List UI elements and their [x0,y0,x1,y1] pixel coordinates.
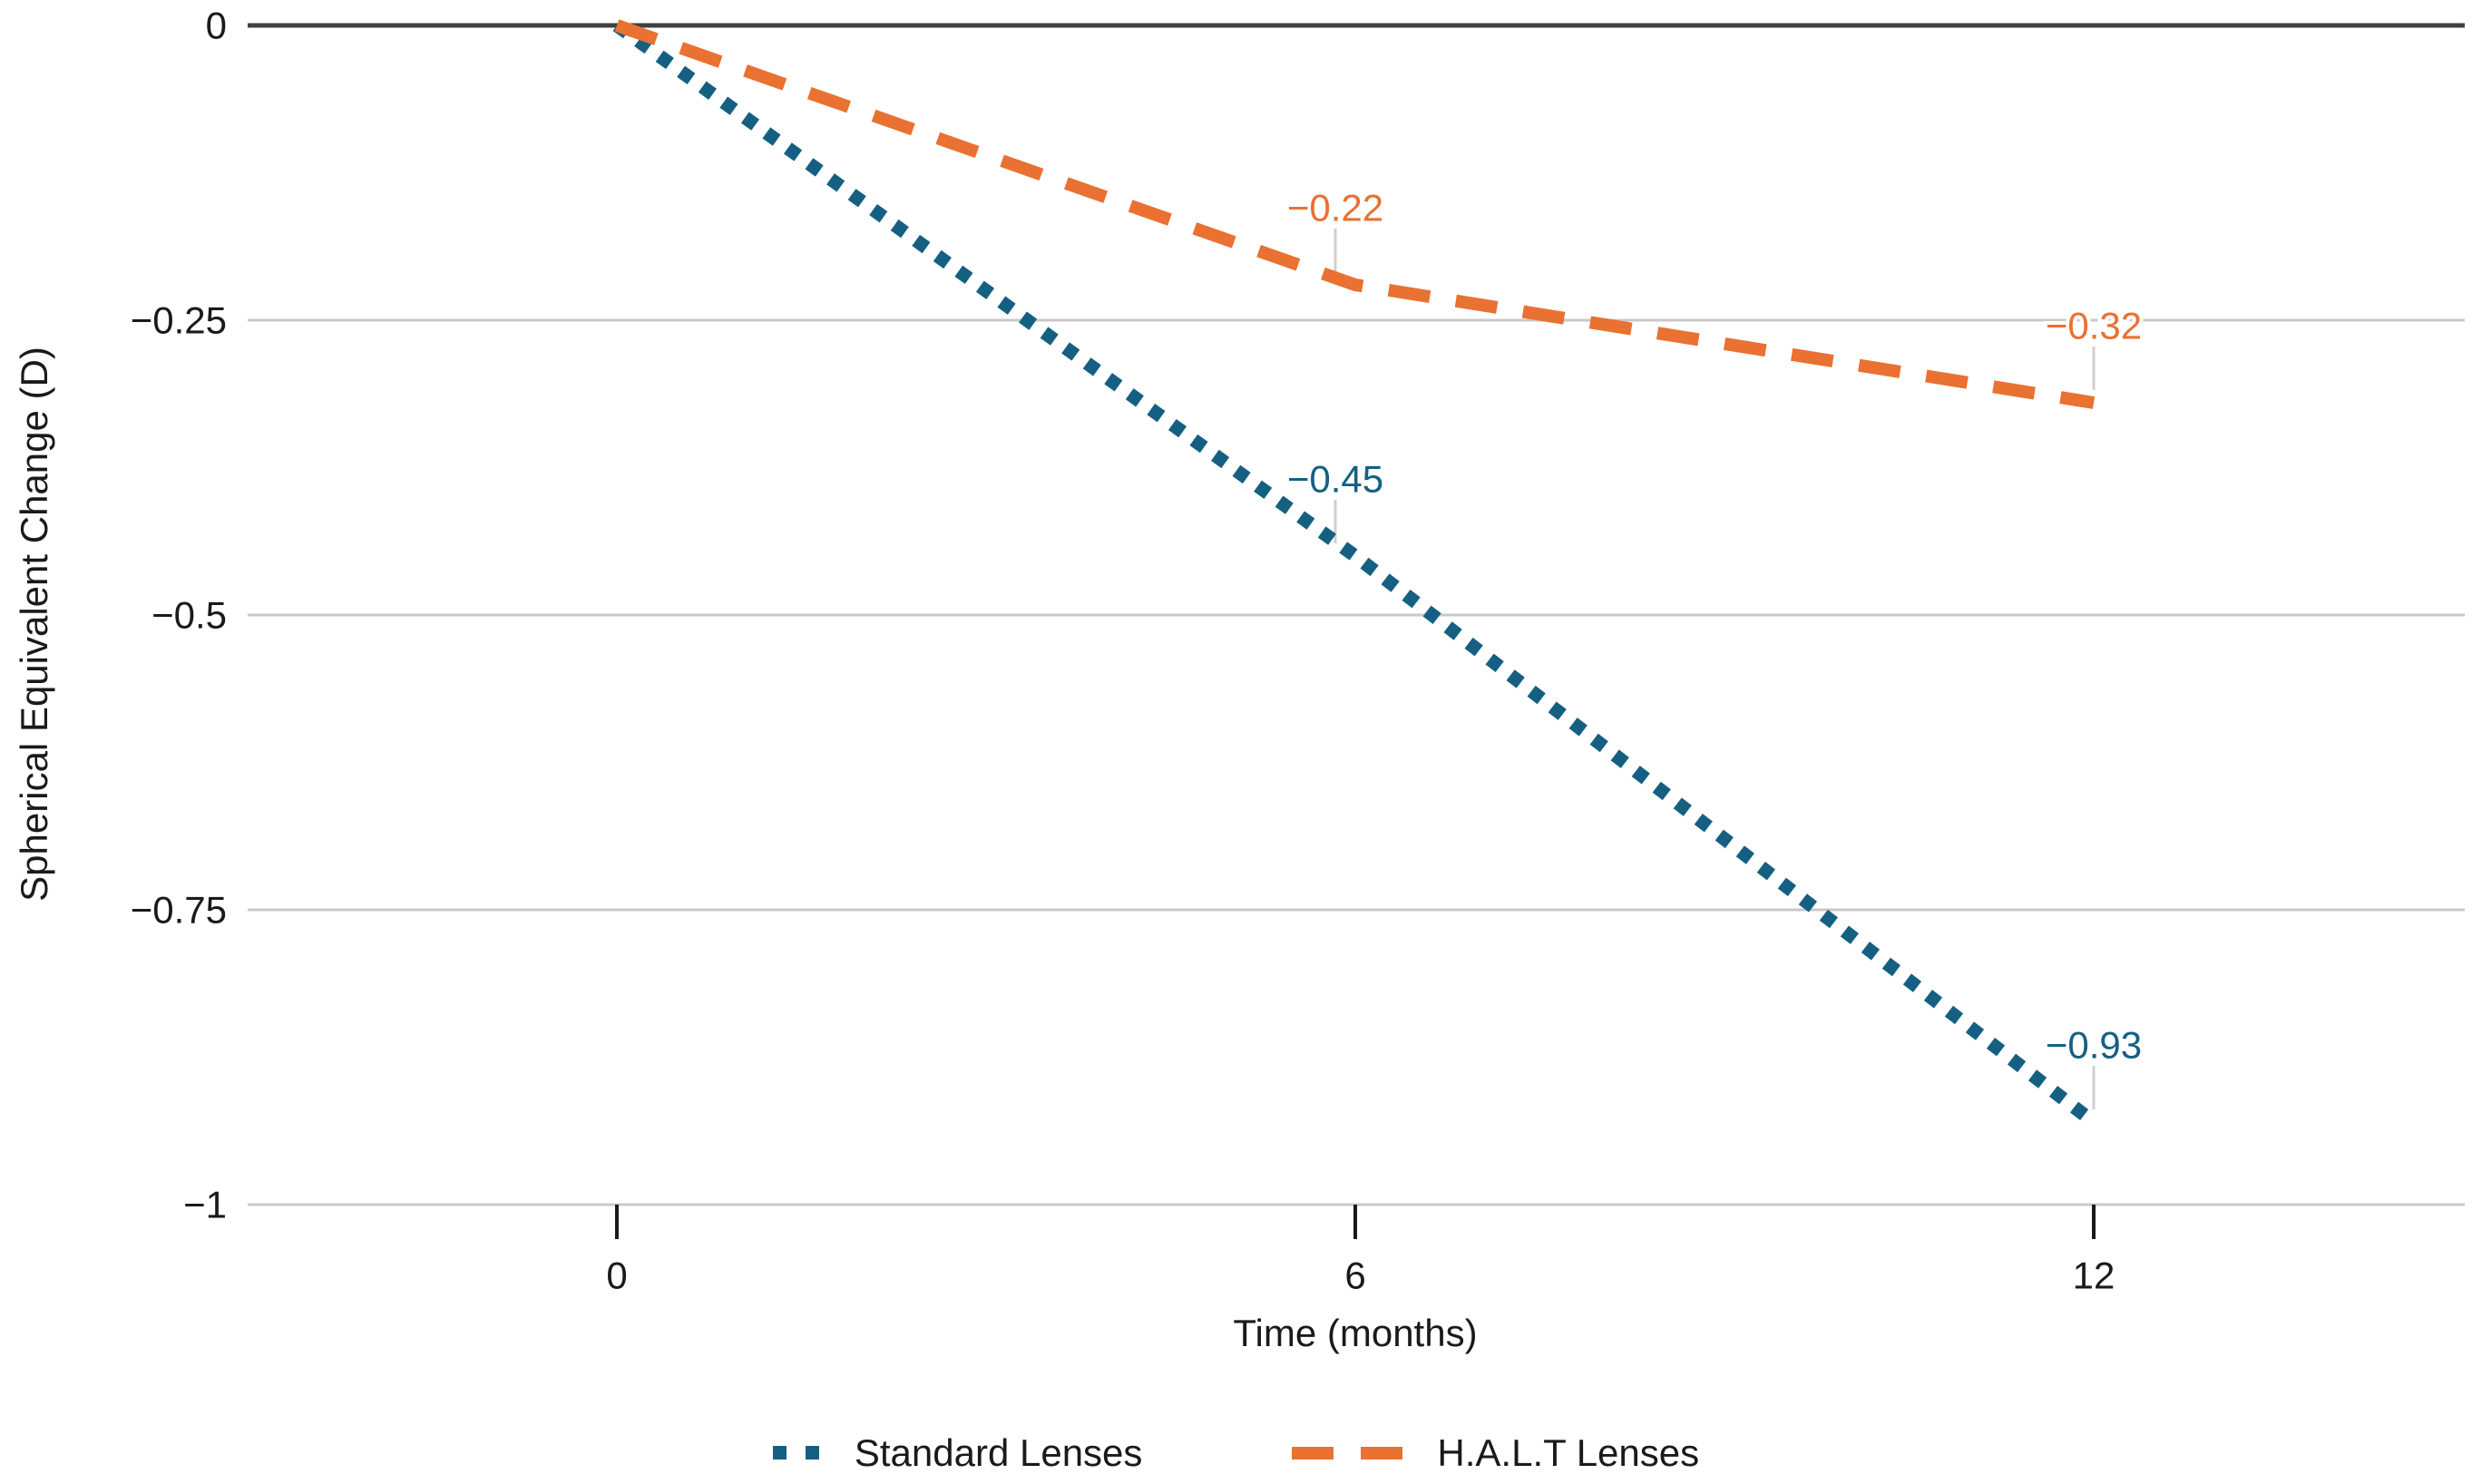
svg-text:−0.25: −0.25 [131,299,227,342]
svg-text:−0.75: −0.75 [131,889,227,932]
x-axis-title: Time (months) [1233,1312,1478,1354]
data-label: −0.45 [1287,458,1383,501]
chart-legend: Standard Lenses H.A.L.T Lenses [0,1431,2472,1475]
legend-label: Standard Lenses [854,1431,1143,1474]
data-label: −0.93 [2046,1024,2142,1067]
data-label: −0.32 [2046,305,2142,347]
svg-text:0: 0 [206,5,227,47]
data-label: −0.22 [1287,187,1383,229]
legend-label: H.A.L.T Lenses [1437,1431,1700,1474]
svg-text:−0.5: −0.5 [151,594,227,637]
dotted-line-swatch [772,1446,819,1460]
y-axis-title: Spherical Equivalent Change (D) [13,347,55,902]
legend-item-standard-lenses: Standard Lenses [772,1431,1143,1475]
svg-text:0: 0 [606,1254,627,1296]
dashed-line-swatch [1292,1447,1403,1460]
svg-text:6: 6 [1344,1254,1365,1296]
legend-item-halt-lenses: H.A.L.T Lenses [1292,1431,1699,1475]
svg-text:12: 12 [2073,1254,2115,1296]
svg-text:−1: −1 [183,1184,227,1226]
